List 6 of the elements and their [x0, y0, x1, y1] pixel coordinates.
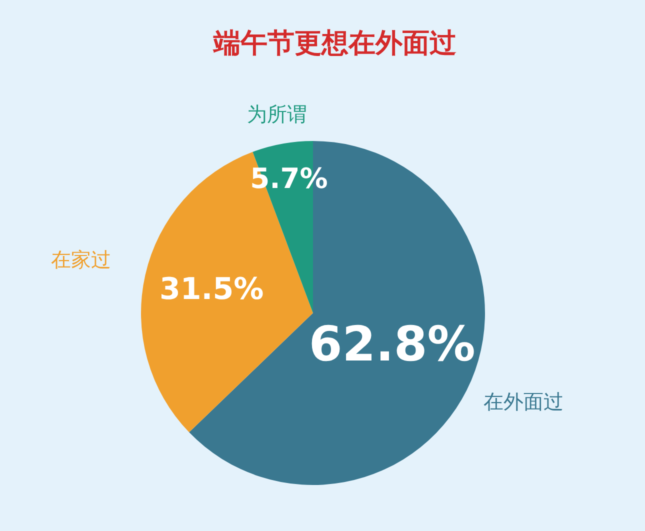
data-label: 62.8% [308, 316, 476, 373]
slice-label: 在家过 [50, 247, 111, 272]
slice-label: 为所谓 [247, 102, 308, 126]
data-label: 31.5% [160, 272, 264, 307]
chart-title: 端午节更想在外面过 [212, 28, 456, 59]
slice-label: 在外面过 [484, 390, 564, 414]
